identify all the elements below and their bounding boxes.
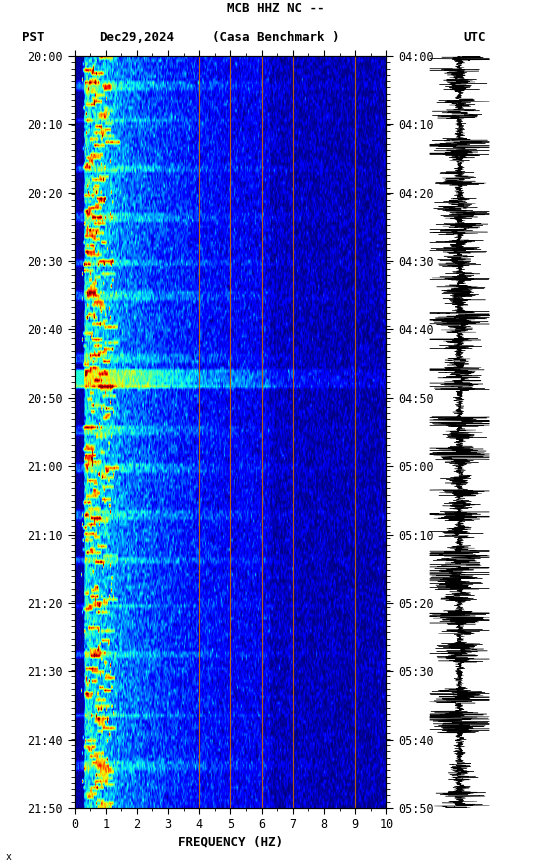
Text: UTC: UTC: [464, 31, 486, 44]
Text: MCB HHZ NC --: MCB HHZ NC --: [227, 3, 325, 16]
X-axis label: FREQUENCY (HZ): FREQUENCY (HZ): [178, 835, 283, 848]
Text: (Casa Benchmark ): (Casa Benchmark ): [213, 31, 339, 44]
Text: Dec29,2024: Dec29,2024: [99, 31, 174, 44]
Text: x: x: [6, 852, 12, 861]
Text: PST: PST: [22, 31, 45, 44]
